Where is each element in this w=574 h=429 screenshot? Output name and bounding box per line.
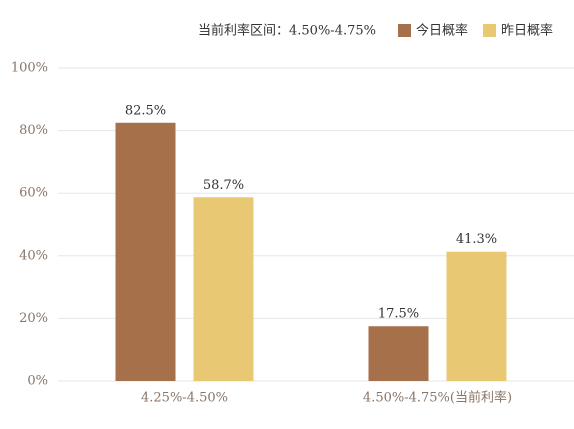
value-label: 82.5% [125, 103, 166, 118]
value-label: 41.3% [456, 232, 497, 247]
legend-label: 昨日概率 [501, 23, 553, 39]
legend-swatch [483, 24, 496, 37]
legend-label: 今日概率 [416, 23, 468, 39]
x-tick-label: 4.25%-4.50% [141, 391, 228, 406]
y-tick-label: 0% [27, 374, 48, 389]
bar [115, 122, 176, 382]
x-tick-label: 4.50%-4.75%(当前利率) [363, 390, 512, 406]
bar [446, 251, 507, 381]
annotation: 当前利率区间：4.50%-4.75% [198, 23, 376, 39]
bar [193, 197, 254, 381]
value-label: 58.7% [203, 178, 244, 193]
y-tick-label: 40% [19, 248, 48, 263]
y-tick-label: 80% [19, 123, 48, 138]
y-tick-label: 60% [19, 186, 48, 201]
y-tick-label: 100% [11, 61, 48, 76]
value-label: 17.5% [378, 307, 419, 322]
y-tick-label: 20% [19, 311, 48, 326]
legend-swatch [398, 24, 411, 37]
bar [368, 326, 429, 381]
